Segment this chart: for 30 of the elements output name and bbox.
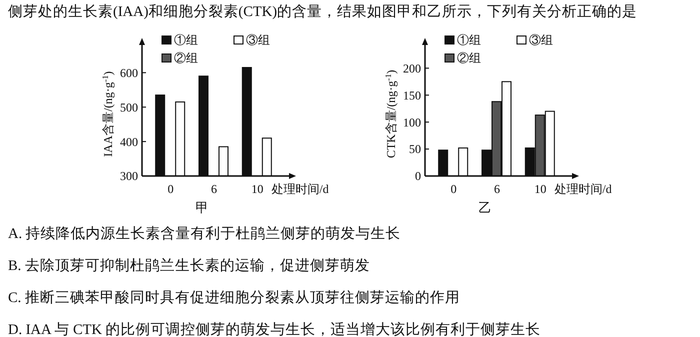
text: 甲 bbox=[196, 200, 208, 215]
y-tick-label: 400 bbox=[120, 134, 138, 149]
text: C. 推断三碘苯甲酸同时具有促进细胞分裂素从顶芽往侧芽运输的作用 bbox=[8, 289, 460, 306]
legend-label: ②组 bbox=[457, 51, 481, 66]
x-tick-label: 10 bbox=[251, 182, 264, 196]
x-axis-title: 处理时间/d bbox=[554, 182, 612, 196]
y-tick-label: 100 bbox=[403, 115, 421, 130]
text: 侧芽处的生长素(IAA)和细胞分裂素(CTK)的含量，结果如图甲和乙所示，下列有关分析正确的是 bbox=[8, 3, 638, 20]
y-tick-label: 0 bbox=[415, 169, 421, 184]
x-axis-title: 处理时间/d bbox=[271, 182, 329, 196]
y-tick-label: 300 bbox=[120, 169, 138, 184]
y-tick-label: 50 bbox=[409, 142, 421, 156]
y-tick-label: 150 bbox=[403, 88, 421, 102]
x-tick-label: 0 bbox=[450, 182, 457, 196]
legend-label: ②组 bbox=[174, 51, 198, 66]
x-tick-label: 0 bbox=[168, 182, 174, 196]
x-tick-label: 6 bbox=[494, 182, 500, 196]
legend-label: ①组 bbox=[457, 33, 481, 48]
text: 乙 bbox=[478, 200, 492, 215]
text: A. 持续降低内源生长素含量有利于杜鹃兰侧芽的萌发与生长 bbox=[8, 225, 401, 242]
legend-label: ③组 bbox=[529, 33, 553, 48]
y-tick-label: 200 bbox=[403, 61, 421, 76]
legend-label: ①组 bbox=[174, 33, 198, 48]
text: B. 去除顶芽可抑制杜鹃兰生长素的运输，促进侧芽萌发 bbox=[8, 257, 370, 274]
y-tick-label: 600 bbox=[120, 66, 138, 80]
x-tick-label: 10 bbox=[534, 182, 546, 196]
legend-label: ③组 bbox=[246, 33, 270, 48]
y-tick-label: 500 bbox=[120, 100, 138, 114]
x-tick-label: 6 bbox=[211, 182, 217, 196]
text: D. IAA 与 CTK 的比例可调控侧芽的萌发与生长，适当增大该比例有利于侧芽生长 bbox=[8, 321, 541, 337]
